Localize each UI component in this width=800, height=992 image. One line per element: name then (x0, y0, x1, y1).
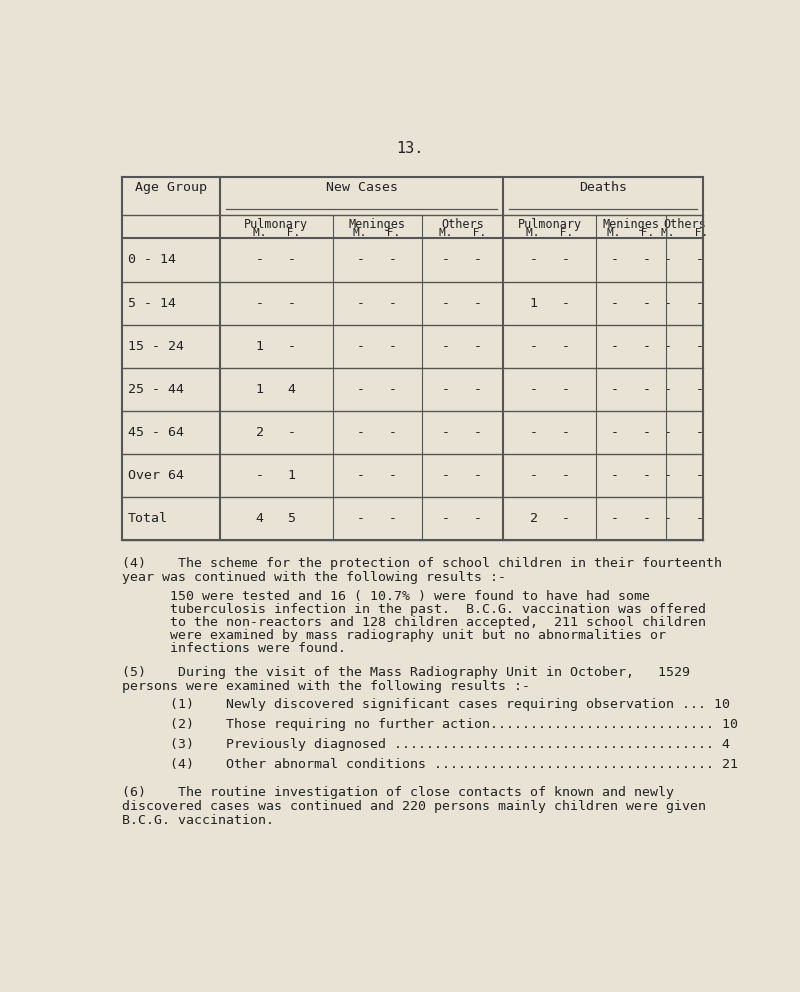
Text: 15 - 24: 15 - 24 (128, 339, 184, 353)
Text: -   -: - - (357, 383, 397, 396)
Text: tuberculosis infection in the past.  B.C.G. vaccination was offered: tuberculosis infection in the past. B.C.… (170, 602, 706, 616)
Text: -   -: - - (442, 469, 482, 482)
Text: -   -: - - (256, 297, 296, 310)
Text: 0 - 14: 0 - 14 (128, 253, 176, 267)
Text: were examined by mass radiography unit but no abnormalities or: were examined by mass radiography unit b… (170, 629, 666, 642)
Text: Over 64: Over 64 (128, 469, 184, 482)
Text: -   -: - - (664, 297, 704, 310)
Text: M.   F.: M. F. (253, 228, 300, 238)
Text: (4)    The scheme for the protection of school children in their fourteenth: (4) The scheme for the protection of sch… (122, 558, 722, 570)
Text: M.   F.: M. F. (526, 228, 573, 238)
Text: New Cases: New Cases (326, 181, 398, 193)
Text: -   -: - - (664, 339, 704, 353)
Text: -   -: - - (442, 383, 482, 396)
Text: -   -: - - (442, 253, 482, 267)
Text: (3)    Previously diagnosed ........................................ 4: (3) Previously diagnosed ...............… (170, 738, 730, 751)
Text: (2)    Those requiring no further action............................ 10: (2) Those requiring no further action...… (170, 718, 738, 731)
Text: -   -: - - (357, 512, 397, 525)
Text: -   -: - - (664, 469, 704, 482)
Text: -   -: - - (442, 512, 482, 525)
Text: -   -: - - (611, 297, 651, 310)
Text: -   -: - - (664, 253, 704, 267)
Text: -   -: - - (357, 469, 397, 482)
Text: -   -: - - (357, 297, 397, 310)
Text: -   -: - - (442, 297, 482, 310)
Text: -   -: - - (530, 469, 570, 482)
Text: B.C.G. vaccination.: B.C.G. vaccination. (122, 813, 274, 826)
Text: -   -: - - (611, 253, 651, 267)
Text: -   -: - - (664, 383, 704, 396)
Text: 2   -: 2 - (256, 426, 296, 438)
Text: -   -: - - (256, 253, 296, 267)
Text: -   -: - - (530, 383, 570, 396)
Text: -   -: - - (664, 426, 704, 438)
Text: -   -: - - (611, 426, 651, 438)
Text: -   -: - - (664, 512, 704, 525)
Text: -   1: - 1 (256, 469, 296, 482)
Text: -   -: - - (611, 383, 651, 396)
Text: 4   5: 4 5 (256, 512, 296, 525)
Text: -   -: - - (530, 339, 570, 353)
Text: Meninges: Meninges (349, 217, 406, 230)
Text: infections were found.: infections were found. (170, 642, 346, 655)
Text: M.   F.: M. F. (607, 228, 654, 238)
Text: 2   -: 2 - (530, 512, 570, 525)
Text: 45 - 64: 45 - 64 (128, 426, 184, 438)
Text: persons were examined with the following results :-: persons were examined with the following… (122, 680, 530, 692)
Text: 25 - 44: 25 - 44 (128, 383, 184, 396)
Text: 1   4: 1 4 (256, 383, 296, 396)
Text: (1)    Newly discovered significant cases requiring observation ... 10: (1) Newly discovered significant cases r… (170, 698, 730, 711)
Text: -   -: - - (357, 426, 397, 438)
Text: -   -: - - (442, 339, 482, 353)
Text: 150 were tested and 16 ( 10.7% ) were found to have had some: 150 were tested and 16 ( 10.7% ) were fo… (170, 589, 650, 602)
Text: -   -: - - (611, 339, 651, 353)
Text: Total: Total (128, 512, 168, 525)
Text: year was continued with the following results :-: year was continued with the following re… (122, 571, 506, 584)
Text: Others: Others (663, 217, 706, 230)
Text: M.   F.: M. F. (438, 228, 486, 238)
Text: 1   -: 1 - (256, 339, 296, 353)
Text: Age Group: Age Group (135, 181, 207, 193)
Text: 13.: 13. (396, 141, 424, 156)
Text: (5)    During the visit of the Mass Radiography Unit in October,   1529: (5) During the visit of the Mass Radiogr… (122, 666, 690, 679)
Text: 1   -: 1 - (530, 297, 570, 310)
Text: Deaths: Deaths (579, 181, 627, 193)
Text: Pulmonary: Pulmonary (244, 217, 308, 230)
Text: to the non-reactors and 128 children accepted,  211 school children: to the non-reactors and 128 children acc… (170, 616, 706, 629)
Text: M.   F.: M. F. (661, 228, 708, 238)
Text: -   -: - - (611, 469, 651, 482)
Text: (4)    Other abnormal conditions ................................... 21: (4) Other abnormal conditions ..........… (170, 758, 738, 771)
Text: Pulmonary: Pulmonary (518, 217, 582, 230)
Text: (6)    The routine investigation of close contacts of known and newly: (6) The routine investigation of close c… (122, 786, 674, 799)
Text: -   -: - - (530, 253, 570, 267)
Text: Others: Others (441, 217, 484, 230)
Text: -   -: - - (611, 512, 651, 525)
Text: 5 - 14: 5 - 14 (128, 297, 176, 310)
Text: -   -: - - (442, 426, 482, 438)
Text: Meninges: Meninges (602, 217, 659, 230)
Text: -   -: - - (530, 426, 570, 438)
Text: M.   F.: M. F. (354, 228, 401, 238)
Text: discovered cases was continued and 220 persons mainly children were given: discovered cases was continued and 220 p… (122, 800, 706, 812)
Text: -   -: - - (357, 253, 397, 267)
Text: -   -: - - (357, 339, 397, 353)
